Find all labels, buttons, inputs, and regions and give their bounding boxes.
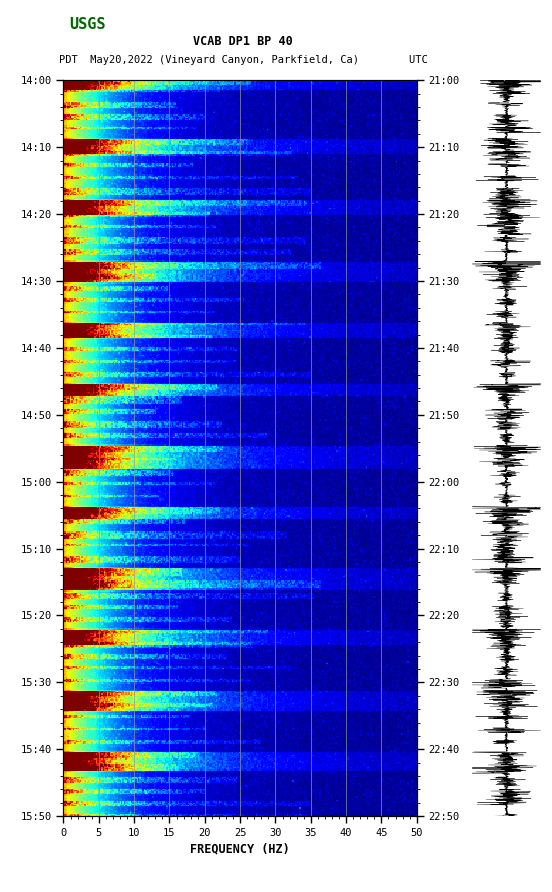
Text: USGS: USGS	[69, 18, 105, 32]
Text: PDT  May20,2022 (Vineyard Canyon, Parkfield, Ca)        UTC: PDT May20,2022 (Vineyard Canyon, Parkfie…	[59, 54, 427, 65]
Text: ~: ~	[29, 13, 43, 31]
X-axis label: FREQUENCY (HZ): FREQUENCY (HZ)	[190, 842, 290, 855]
Text: VCAB DP1 BP 40: VCAB DP1 BP 40	[193, 36, 293, 48]
